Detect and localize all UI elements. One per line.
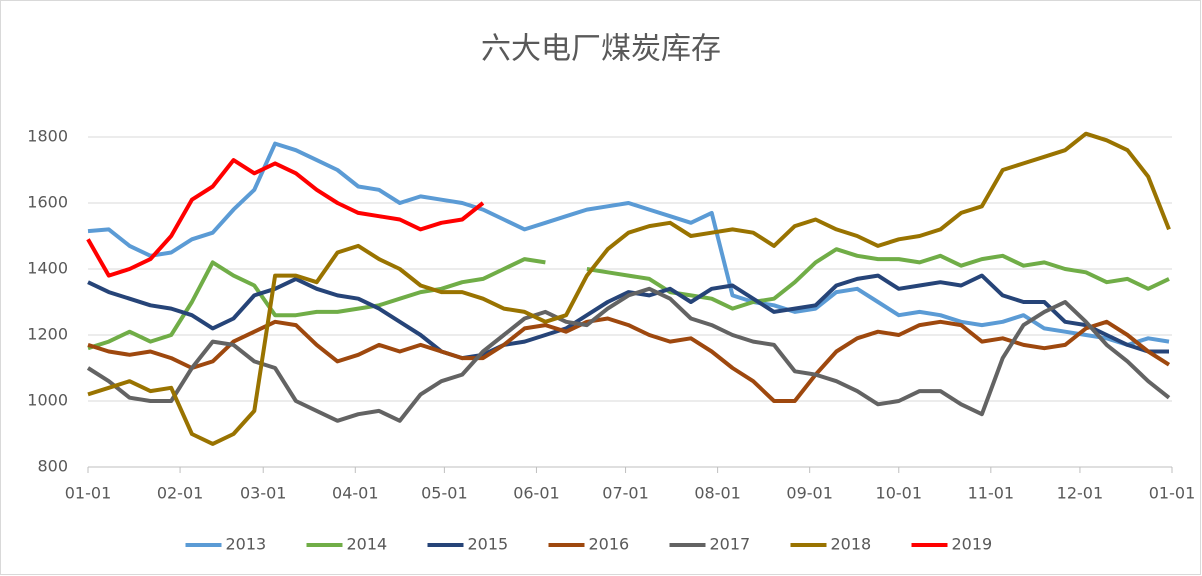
y-tick-label: 1600 bbox=[27, 193, 68, 212]
series-line bbox=[87, 273, 1169, 361]
y-tick-label: 1200 bbox=[27, 325, 68, 344]
x-tick-label: 06-01 bbox=[513, 484, 560, 503]
x-tick-label: 12-01 bbox=[1057, 484, 1104, 503]
y-tick-label: 1000 bbox=[27, 391, 68, 410]
x-tick-label: 09-01 bbox=[786, 484, 833, 503]
legend-label: 2014 bbox=[347, 535, 388, 554]
x-tick-label: 11-01 bbox=[968, 484, 1015, 503]
legend-label: 2019 bbox=[952, 535, 993, 554]
series-line bbox=[87, 247, 1170, 351]
x-tick-label: 07-01 bbox=[602, 484, 649, 503]
x-tick-label: 05-01 bbox=[421, 484, 468, 503]
series-line bbox=[87, 141, 1170, 347]
y-tick-label: 1800 bbox=[27, 127, 68, 146]
x-tick-label: 04-01 bbox=[332, 484, 379, 503]
x-tick-label: 01-01 bbox=[65, 484, 112, 503]
x-tick-label: 10-01 bbox=[876, 484, 923, 503]
y-tick-label: 800 bbox=[37, 457, 68, 476]
x-tick-label: 01-01 bbox=[1149, 484, 1196, 503]
legend-label: 2017 bbox=[710, 535, 751, 554]
series-line bbox=[86, 286, 1171, 423]
legend-label: 2015 bbox=[468, 535, 509, 554]
legend-label: 2018 bbox=[831, 535, 872, 554]
chart-title: 六大电厂煤炭库存 bbox=[481, 32, 721, 67]
series-line bbox=[87, 131, 1171, 446]
x-tick-label: 08-01 bbox=[694, 484, 741, 503]
x-tick-label: 02-01 bbox=[157, 484, 204, 503]
x-tick-label: 03-01 bbox=[240, 484, 287, 503]
legend-label: 2016 bbox=[589, 535, 630, 554]
series-line bbox=[86, 158, 485, 278]
y-tick-label: 1400 bbox=[27, 259, 68, 278]
legend-label: 2013 bbox=[226, 535, 267, 554]
